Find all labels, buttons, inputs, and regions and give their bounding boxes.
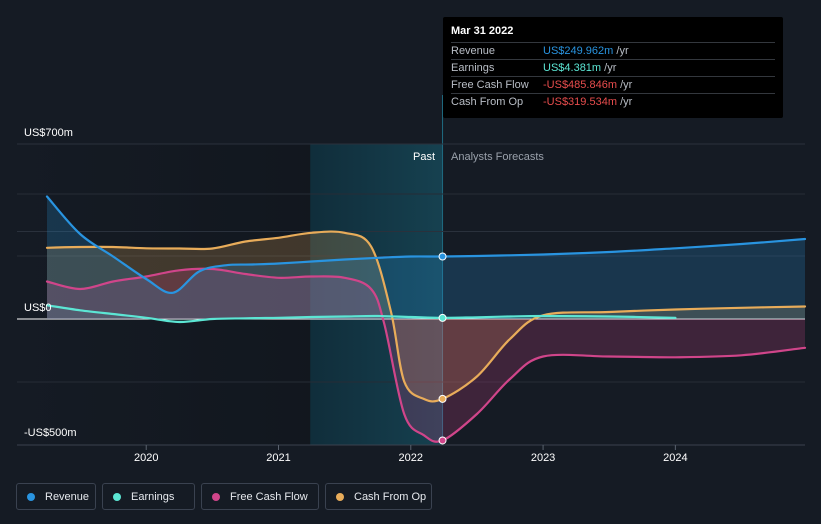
tooltip-value: -US$485.846m [543,79,617,91]
tooltip-unit: /yr [620,96,633,108]
line-layer [45,195,807,443]
cash-from-op-line [45,230,807,403]
revenue-marker [438,252,447,261]
y-label-bottom: -US$500m [24,427,77,439]
earnings-dot-icon [113,493,121,501]
tooltip-unit: /yr [604,62,617,74]
revenue-area [47,196,805,319]
tooltip-value: -US$319.534m [543,96,617,108]
cash-from-op-area [47,231,805,402]
axis-layer: US$700m US$0 -US$500m Past Analysts Fore… [24,127,688,464]
marker-layer [438,252,447,445]
x-tick-label: 2021 [266,452,290,464]
free-cash-flow-marker [438,436,447,445]
tooltip-unit: /yr [616,45,629,57]
revenue-line [45,195,807,294]
y-label-top: US$700m [24,127,73,139]
tooltip-unit: /yr [620,79,633,91]
legend-item-free-cash-flow[interactable]: Free Cash Flow [201,483,319,510]
earnings-line [45,304,677,324]
free-cash-flow-dot-icon [212,493,220,501]
tooltip-date: Mar 31 2022 [451,25,514,37]
tooltip-value-wrap: US$4.381m /yr [543,60,616,77]
tooltip-value: US$249.962m [543,45,614,57]
cash-from-op-dot-icon [336,493,344,501]
tooltip-value: US$4.381m [543,62,602,74]
tooltip-row-earnings: Earnings US$4.381m /yr [451,59,775,77]
free-cash-flow-line [45,267,807,443]
x-tick-label: 2020 [134,452,158,464]
tooltip-row-free-cash-flow: Free Cash Flow -US$485.846m /yr [451,76,775,94]
past-label: Past [413,151,435,163]
tooltip-value-wrap: -US$485.846m /yr [543,77,632,94]
tooltip-label: Earnings [451,62,495,74]
legend-label: Earnings [131,491,175,503]
cash-from-op-marker [438,394,447,403]
legend-label: Free Cash Flow [230,491,308,503]
legend-item-revenue[interactable]: Revenue [16,483,96,510]
tooltip-value-wrap: -US$319.534m /yr [543,94,632,111]
legend-label: Cash From Op [354,491,427,503]
tooltip-label: Revenue [451,45,496,57]
data-tooltip: Mar 31 2022 Revenue US$249.962m /yr Earn… [443,17,783,118]
forecast-label: Analysts Forecasts [451,151,544,163]
legend-label: Revenue [45,491,90,503]
y-label-zero: US$0 [24,302,52,314]
x-tick-label: 2024 [663,452,687,464]
x-tick-label: 2022 [399,452,423,464]
legend-item-cash-from-op[interactable]: Cash From Op [325,483,432,510]
free-cash-flow-area [47,268,805,442]
legend-item-earnings[interactable]: Earnings [102,483,195,510]
tooltip-row-cash-from-op: Cash From Op -US$319.534m /yr [451,93,775,111]
tooltip-label: Free Cash Flow [451,79,529,91]
tooltip-row-revenue: Revenue US$249.962m /yr [451,42,775,60]
area-layer [47,196,805,442]
earnings-area [47,305,676,323]
tooltip-value-wrap: US$249.962m /yr [543,43,629,60]
x-tick-label: 2023 [531,452,555,464]
tooltip-label: Cash From Op [451,96,524,108]
earnings-marker [438,313,447,322]
revenue-dot-icon [27,493,35,501]
